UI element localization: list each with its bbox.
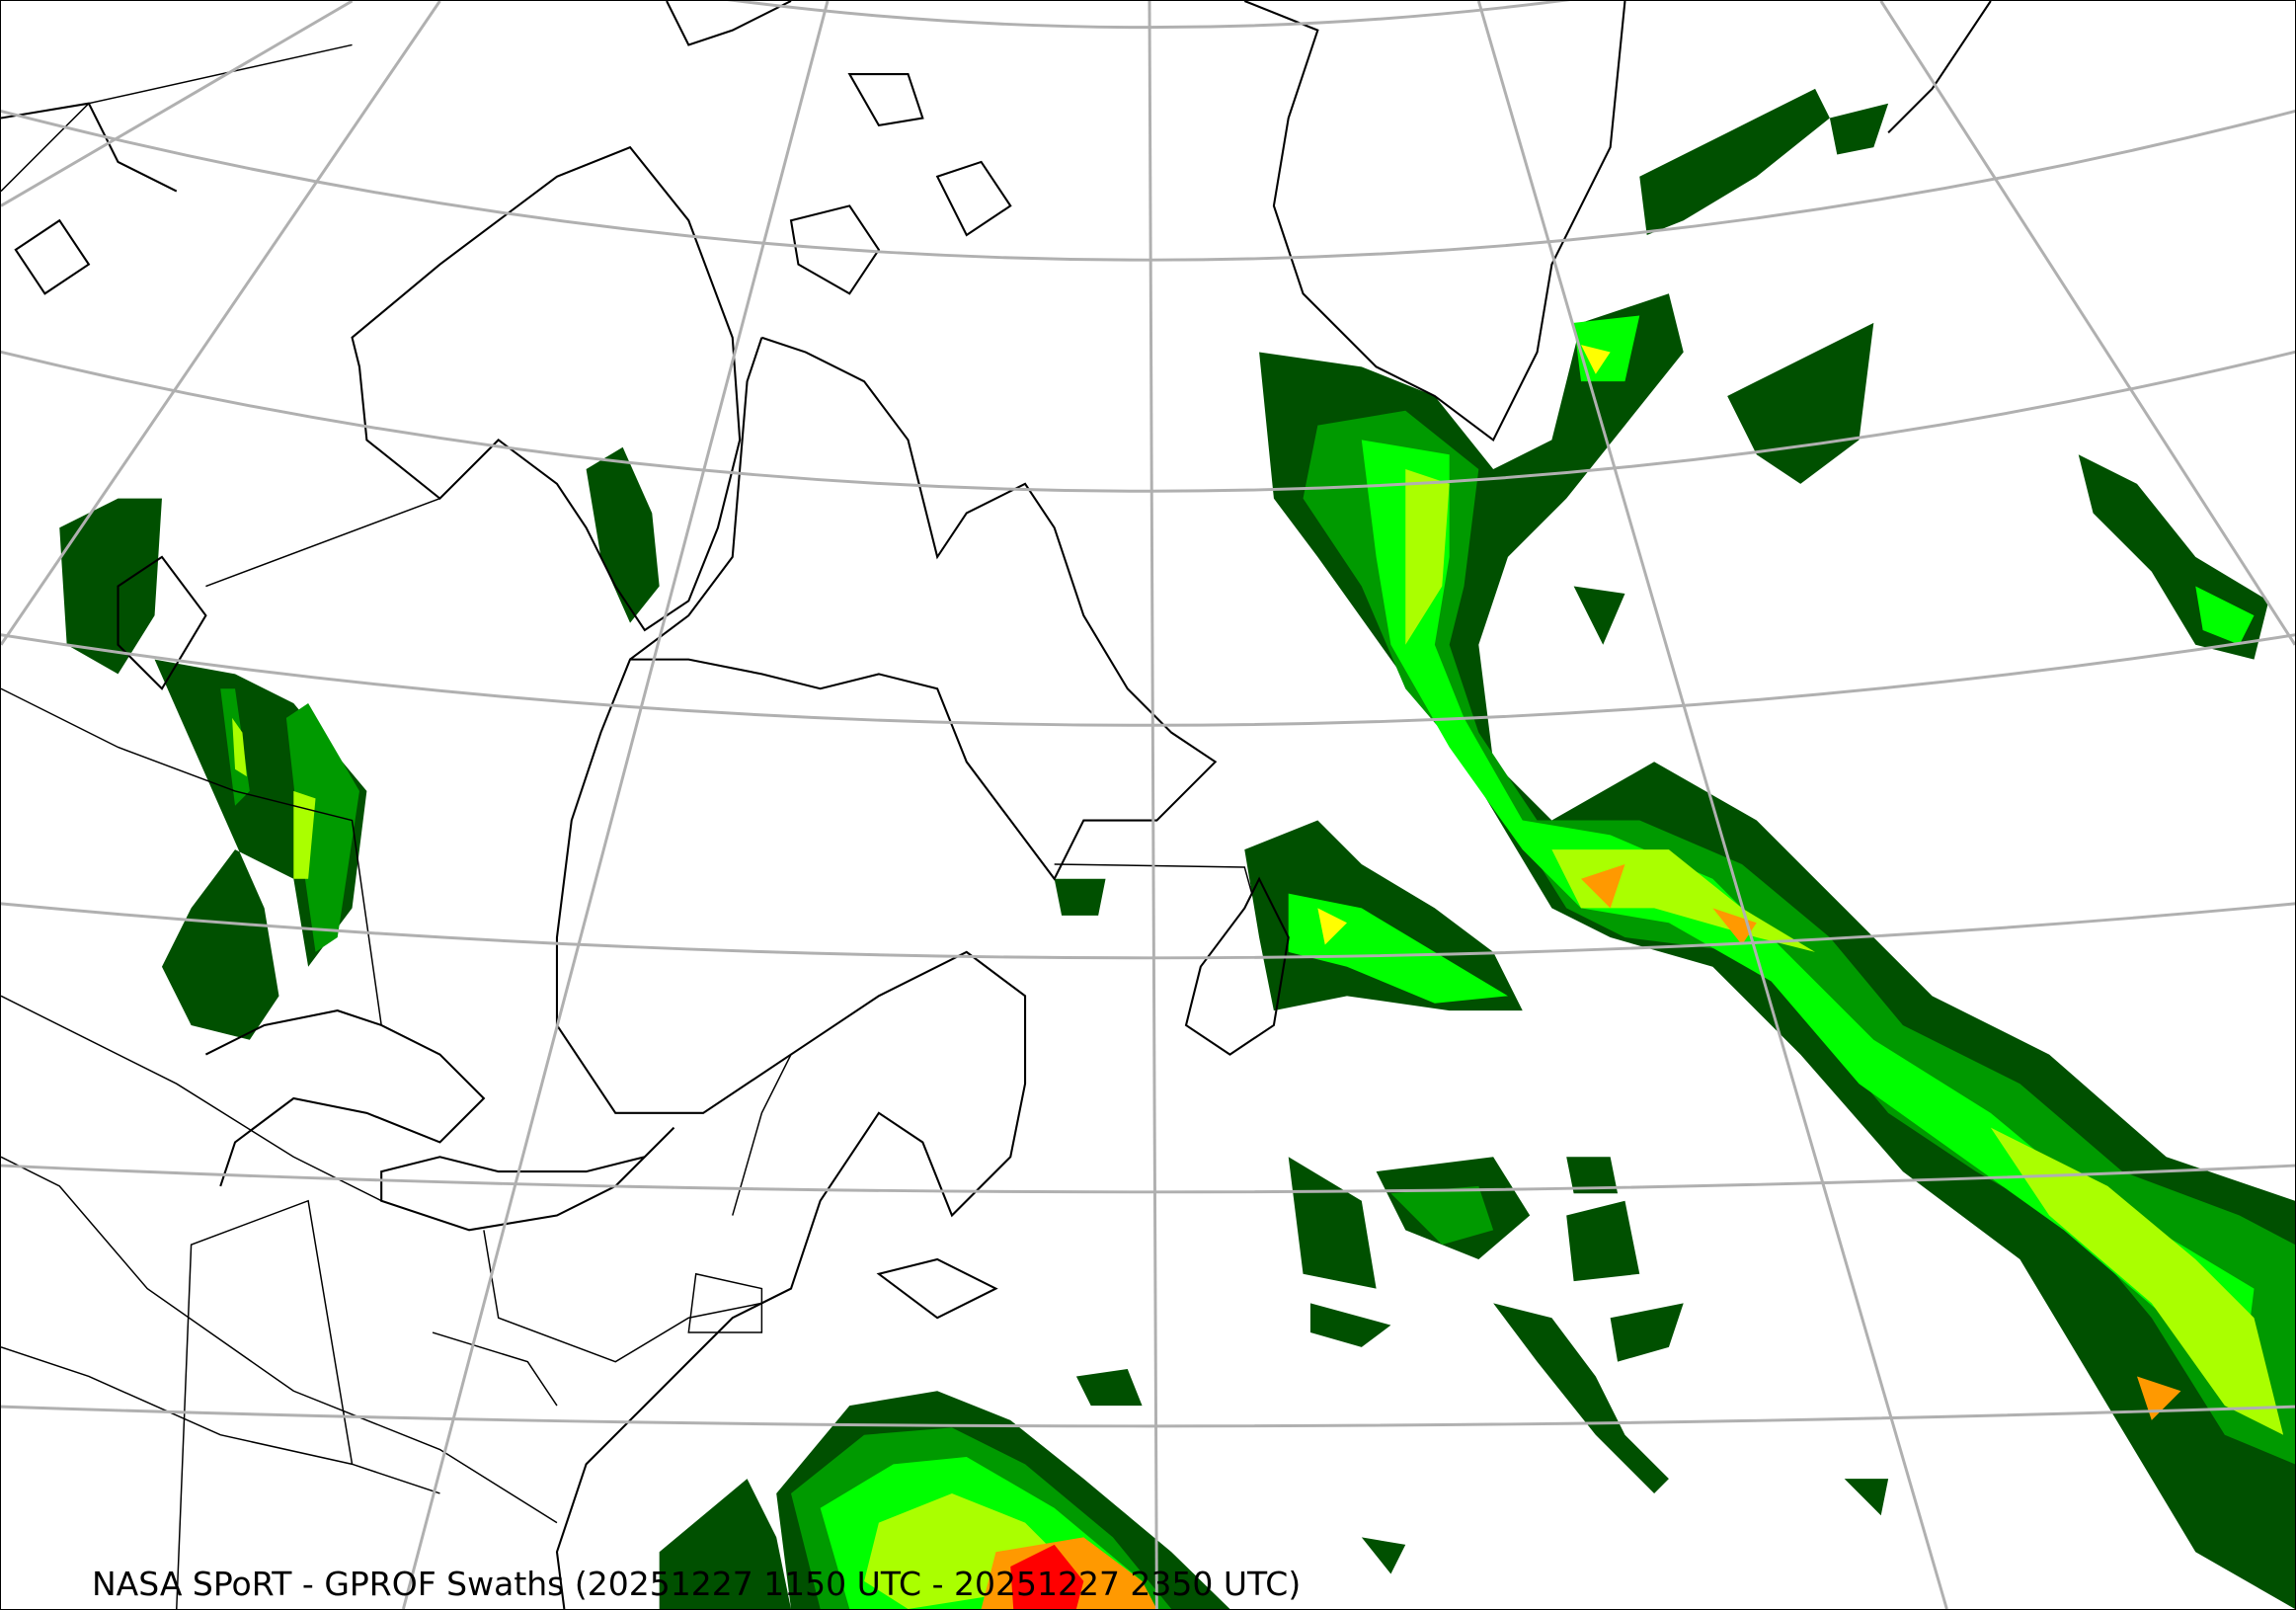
precipitation-swath (1010, 1544, 1084, 1609)
longitude-line (1879, 1, 2295, 646)
coastline (629, 337, 763, 661)
coastline (117, 555, 207, 690)
coastline (1, 102, 178, 193)
longitude-line (1476, 1, 1948, 1609)
latitude-line (1, 109, 2295, 262)
precipitation-swath (1581, 345, 1611, 374)
coastline (555, 336, 1218, 1609)
map-caption: NASA SPoRT - GPROF Swaths (20251227 1150… (92, 1565, 1302, 1603)
border-line (687, 1272, 763, 1333)
coastline (876, 1257, 998, 1320)
precipitation-swath (220, 688, 359, 952)
border-line (1, 995, 382, 1202)
coastline (847, 73, 924, 127)
precipitation-swath (1573, 88, 2269, 660)
longitude-line (1148, 1, 1158, 1609)
border-line (1054, 863, 1253, 894)
political-borders (1, 43, 1253, 1609)
precipitation-swath (1054, 878, 1684, 1493)
precipitation-swath (1405, 469, 2284, 1435)
coastline (14, 218, 91, 295)
precipitation-swath (59, 446, 660, 1040)
border-line (483, 1230, 762, 1363)
border-line (1, 1346, 440, 1494)
border-line (205, 497, 440, 588)
precipitation-swath (1317, 908, 1347, 945)
precipitation-swath (232, 717, 316, 879)
longitude-line (401, 1, 830, 1609)
latitude-line (1, 1405, 2295, 1428)
latitude-line (1, 350, 2295, 493)
border-line (1, 1156, 558, 1524)
coastline (666, 1, 792, 46)
coastline (1184, 876, 1290, 1056)
border-line (1, 43, 353, 193)
coastline (789, 204, 881, 295)
precipitation-swath (1573, 315, 2255, 645)
border-line (732, 1054, 792, 1216)
coastline (1887, 1, 1992, 134)
coastline (935, 160, 1012, 237)
precipitation-swath (1288, 1157, 1640, 1347)
coastline (1243, 1, 1626, 442)
latitude-line (1, 633, 2295, 727)
latitude-line (1, 1164, 2295, 1194)
longitude-line (1, 1, 354, 207)
precipitation-swaths (59, 88, 2295, 1609)
border-line (1, 687, 382, 1026)
border-line (432, 1331, 558, 1407)
coastline (204, 1009, 486, 1187)
border-line (176, 1199, 354, 1609)
precipitation-swath (1390, 1185, 1494, 1246)
longitude-line (1, 1, 441, 646)
latitude-line (1, 902, 2295, 960)
